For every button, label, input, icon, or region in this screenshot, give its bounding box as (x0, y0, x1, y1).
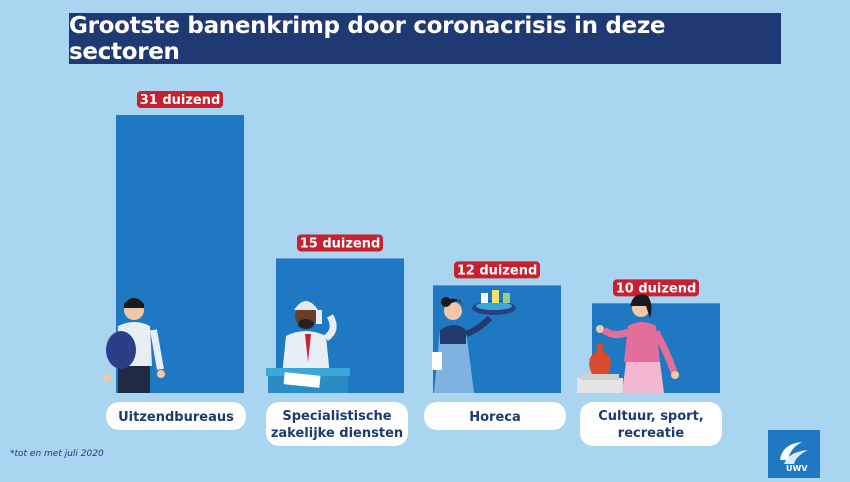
category-label: Cultuur, sport, recreatie (598, 409, 703, 441)
uwv-logo: UWV (768, 430, 820, 478)
data-label: 12 duizend (457, 263, 538, 278)
data-label: 10 duizend (616, 281, 697, 296)
data-label-badge (297, 234, 383, 252)
waitress-icon (432, 290, 516, 393)
data-label-badge (454, 261, 540, 279)
logo-text: UWV (786, 464, 808, 473)
museum-guide-icon (577, 294, 679, 393)
office-worker-icon (266, 301, 350, 393)
data-label-badge (137, 91, 223, 108)
category-label-box (266, 402, 408, 446)
footnote: *tot en met juli 2020 (10, 449, 104, 459)
data-label: 15 duizend (300, 236, 381, 251)
category-label: Horeca (469, 410, 521, 425)
data-label: 31 duizend (140, 93, 221, 108)
uwv-logo-icon: UWV (780, 442, 808, 473)
data-label-badge (613, 279, 699, 297)
category-label-box (424, 402, 566, 430)
chart-title: Grootste banenkrimp door coronacrisis in… (69, 13, 781, 65)
category-label-box (106, 402, 246, 430)
temp-worker-icon (103, 298, 165, 393)
category-label-box (580, 402, 722, 446)
category-label: Uitzendbureaus (118, 410, 234, 425)
category-label: Specialistische zakelijke diensten (271, 409, 403, 441)
